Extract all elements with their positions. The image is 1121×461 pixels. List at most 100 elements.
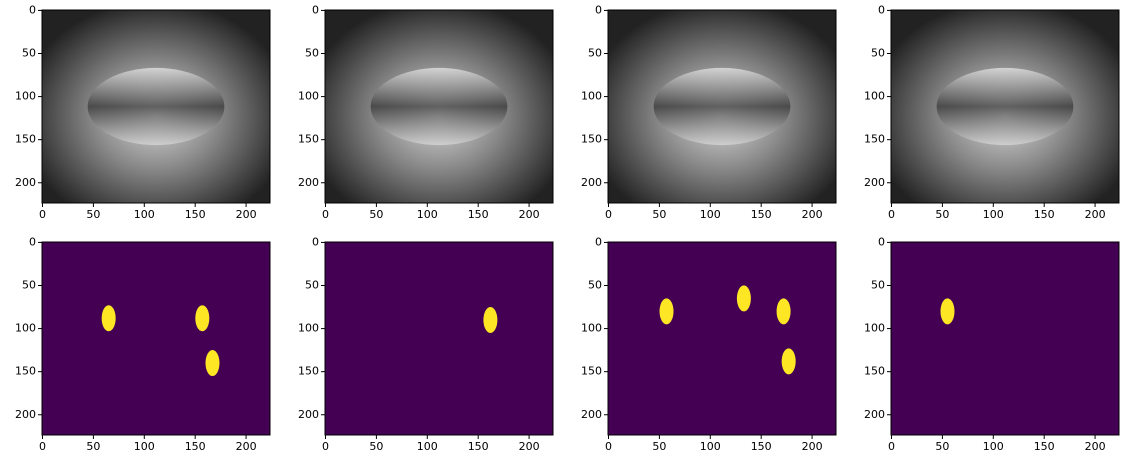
subplot: 0 50 100 150 200 0 50 100 150 200 [864,235,1119,453]
y-tick-label: 200 [298,408,319,421]
y-tick-label: 50 [305,279,319,292]
mask-background [608,242,836,435]
x-tick-label: 150 [1034,208,1055,221]
x-tick-label: 0 [322,440,329,453]
y-tick-label: 0 [312,235,319,248]
y-tick-label: 100 [581,90,602,103]
x-tick-label: 0 [39,208,46,221]
mask-background [325,242,553,435]
x-tick-label: 0 [39,440,46,453]
x-tick-label: 0 [322,208,329,221]
y-tick-label: 100 [15,90,36,103]
mask-region [102,305,116,331]
subplot: 0 50 100 150 200 0 50 100 150 200 [581,3,836,221]
mask-region [195,305,209,331]
y-tick-label: 50 [588,47,602,60]
y-tick-label: 200 [298,176,319,189]
x-tick-label: 50 [86,208,100,221]
y-tick-label: 150 [581,365,602,378]
y-tick-label: 0 [312,3,319,16]
x-tick-label: 200 [236,208,257,221]
y-tick-label: 50 [305,47,319,60]
mask-region [205,350,219,376]
y-tick-label: 200 [15,176,36,189]
x-tick-label: 200 [1085,440,1106,453]
xray-teeth [371,68,508,145]
x-tick-label: 50 [935,208,949,221]
y-tick-label: 0 [595,3,602,16]
y-tick-label: 100 [15,322,36,335]
x-tick-label: 100 [417,440,438,453]
y-tick-label: 200 [581,176,602,189]
y-tick-label: 0 [878,3,885,16]
y-tick-label: 200 [581,408,602,421]
mask-region [940,298,954,324]
y-tick-label: 200 [864,176,885,189]
y-tick-label: 50 [22,47,36,60]
y-tick-label: 150 [298,365,319,378]
x-tick-label: 50 [86,440,100,453]
x-tick-label: 150 [185,440,206,453]
mask-background [42,242,270,435]
x-tick-label: 200 [802,208,823,221]
x-tick-label: 150 [1034,440,1055,453]
x-tick-label: 100 [983,208,1004,221]
y-tick-label: 50 [871,279,885,292]
y-tick-label: 150 [581,133,602,146]
y-tick-label: 150 [298,133,319,146]
mask-region [660,298,674,324]
mask-region [782,348,796,374]
y-tick-label: 150 [15,133,36,146]
xray-teeth [937,68,1074,145]
y-tick-label: 100 [298,90,319,103]
x-tick-label: 150 [751,208,772,221]
y-tick-label: 50 [22,279,36,292]
mask-region [737,285,751,311]
x-tick-label: 150 [185,208,206,221]
y-tick-label: 0 [878,235,885,248]
x-tick-label: 0 [888,208,895,221]
y-tick-label: 50 [588,279,602,292]
x-tick-label: 200 [1085,208,1106,221]
x-tick-label: 50 [652,440,666,453]
mask-region [777,298,791,324]
x-tick-label: 0 [605,440,612,453]
x-tick-label: 0 [888,440,895,453]
figure: 0 50 100 150 200 0 50 100 150 200 0 50 100 150 200 0 50 1… [0,0,1121,461]
x-tick-label: 100 [417,208,438,221]
x-tick-label: 50 [369,440,383,453]
x-tick-label: 50 [935,440,949,453]
y-tick-label: 100 [864,90,885,103]
y-tick-label: 0 [595,235,602,248]
subplot: 0 50 100 150 200 0 50 100 150 200 [298,235,553,453]
subplot: 0 50 100 150 200 0 50 100 150 200 [864,3,1119,221]
page: 0 50 100 150 200 0 50 100 150 200 0 50 100 150 200 0 50 1… [0,0,1121,461]
x-tick-label: 100 [700,208,721,221]
x-tick-label: 50 [652,208,666,221]
y-tick-label: 150 [864,365,885,378]
y-tick-label: 150 [15,365,36,378]
xray-teeth [654,68,791,145]
y-tick-label: 100 [298,322,319,335]
y-tick-label: 50 [871,47,885,60]
y-tick-label: 150 [864,133,885,146]
y-tick-label: 100 [581,322,602,335]
x-tick-label: 200 [519,208,540,221]
subplot: 0 50 100 150 200 0 50 100 150 200 [298,3,553,221]
y-tick-label: 200 [15,408,36,421]
x-tick-label: 100 [700,440,721,453]
x-tick-label: 0 [605,208,612,221]
x-tick-label: 200 [519,440,540,453]
x-tick-label: 150 [751,440,772,453]
x-tick-label: 100 [134,440,155,453]
x-tick-label: 100 [983,440,1004,453]
x-tick-label: 150 [468,440,489,453]
y-tick-label: 0 [29,3,36,16]
y-tick-label: 100 [864,322,885,335]
x-tick-label: 50 [369,208,383,221]
y-tick-label: 200 [864,408,885,421]
x-tick-label: 150 [468,208,489,221]
